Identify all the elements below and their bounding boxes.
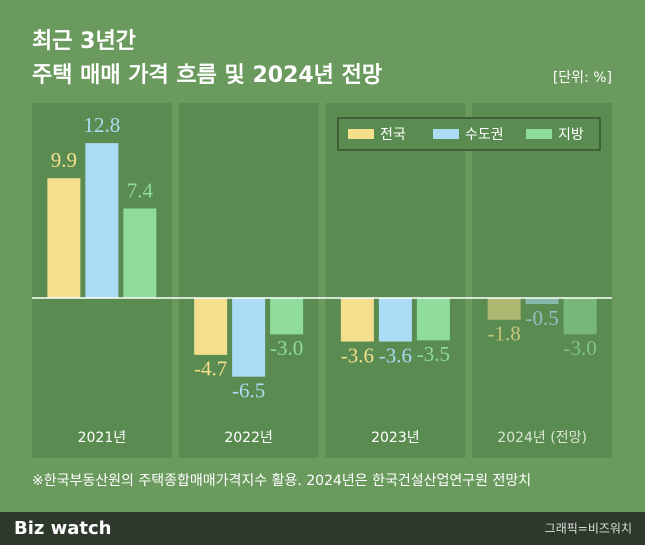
x-tick-label: 2021년 xyxy=(78,430,127,446)
bar xyxy=(340,298,374,342)
bar xyxy=(47,178,81,298)
chart-subtitle: 주택 매매 가격 흐름 및 2024년 전망 xyxy=(32,63,382,88)
x-tick-label: 2024년 (전망) xyxy=(497,430,587,446)
value-label: -3.6 xyxy=(379,343,412,367)
x-tick-label: 2023년 xyxy=(371,430,420,446)
bar xyxy=(563,298,597,335)
bar xyxy=(416,298,450,341)
legend-swatch xyxy=(348,129,374,139)
legend-swatch xyxy=(526,129,552,139)
bar xyxy=(232,298,266,377)
bar xyxy=(123,208,157,298)
value-label: -0.5 xyxy=(526,306,559,330)
x-tick-label: 2022년 xyxy=(224,430,273,446)
value-label: -1.8 xyxy=(488,322,521,346)
value-label: -3.6 xyxy=(341,343,374,367)
value-label: -3.0 xyxy=(270,336,303,360)
legend-box xyxy=(337,117,601,151)
unit-label: [단위: %] xyxy=(553,70,612,86)
footnote: ※한국부동산원의 주택종합매매가격지수 활용. 2024년은 한국건설산업연구원… xyxy=(32,473,531,489)
bar xyxy=(525,298,559,305)
value-label: -3.5 xyxy=(417,342,450,366)
panel xyxy=(325,103,466,458)
panel xyxy=(472,103,612,458)
legend-label: 전국 xyxy=(380,127,406,143)
bar xyxy=(194,298,228,355)
value-label: 12.8 xyxy=(84,113,121,137)
value-label: 7.4 xyxy=(127,178,154,202)
value-label: -6.5 xyxy=(232,378,265,402)
value-label: -3.0 xyxy=(564,336,597,360)
footer-bar xyxy=(0,512,645,545)
brand: Biz watch xyxy=(14,518,112,539)
bar xyxy=(270,298,304,335)
value-label: 9.9 xyxy=(51,148,77,172)
chart-title: 최근 3년간 xyxy=(32,29,136,54)
credit: 그래픽=비즈워치 xyxy=(545,522,632,536)
bar xyxy=(378,298,412,342)
bar xyxy=(487,298,521,320)
bar xyxy=(85,143,119,298)
legend-swatch xyxy=(433,129,459,139)
legend-label: 수도권 xyxy=(465,127,504,143)
value-label: -4.7 xyxy=(194,357,227,381)
panel xyxy=(178,103,319,458)
legend-label: 지방 xyxy=(558,127,584,143)
